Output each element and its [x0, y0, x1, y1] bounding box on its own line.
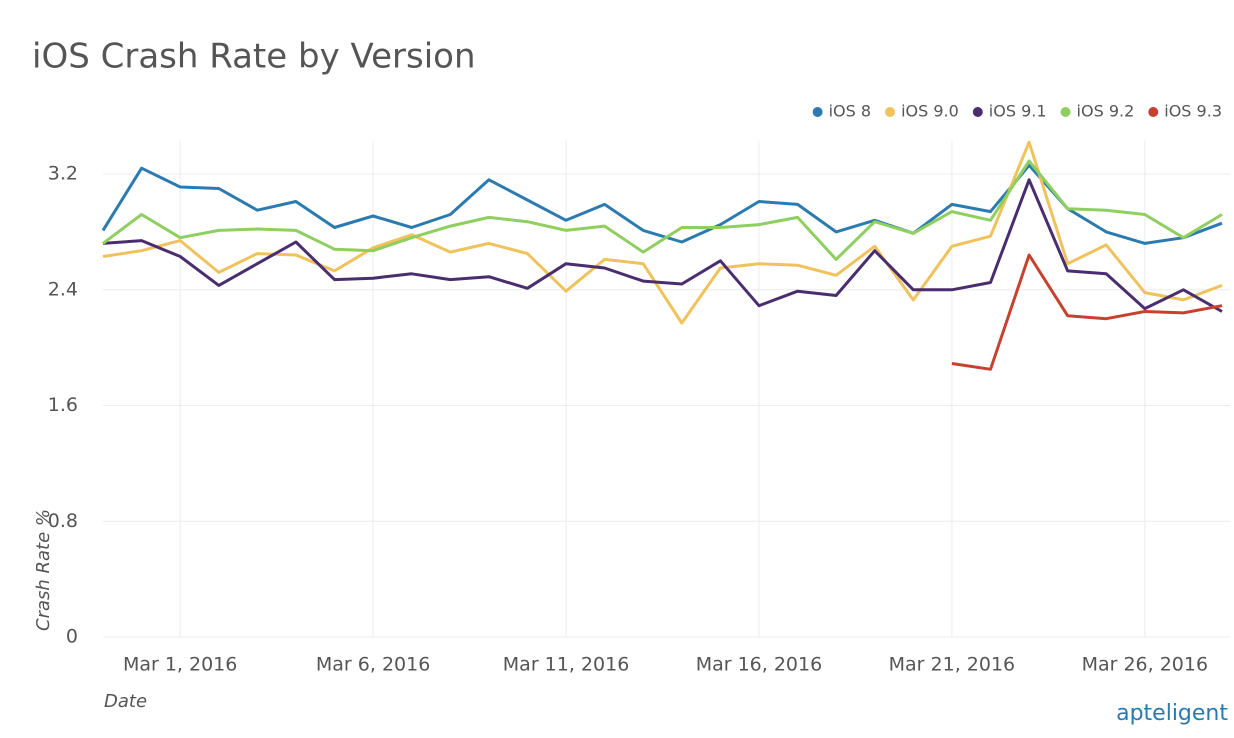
y-axis-label: Crash Rate % [33, 509, 54, 631]
y-tick-label: 3.2 [48, 163, 78, 185]
series-line [951, 253, 1223, 371]
brand-logo: apteligent [1116, 701, 1228, 726]
x-tick-label: Mar 6, 2016 [316, 654, 430, 676]
y-tick-label: 2.4 [48, 278, 78, 300]
legend-marker [1148, 107, 1159, 117]
x-tick-label: Mar 11, 2016 [503, 654, 630, 676]
legend-label: iOS 9.3 [1164, 102, 1222, 121]
legend-label: iOS 9.1 [989, 102, 1047, 121]
x-axis-label: Date [104, 691, 147, 712]
series-line [102, 140, 1223, 325]
legend-marker [885, 107, 896, 117]
y-tick-label: 1.6 [48, 394, 78, 416]
legend-marker [812, 107, 823, 117]
series-line [101, 163, 1223, 245]
x-tick-label: Mar 21, 2016 [889, 654, 1016, 676]
series-line [102, 178, 1223, 313]
chart-title: iOS Crash Rate by Version [32, 37, 476, 77]
legend-marker [1060, 107, 1071, 117]
x-tick-label: Mar 1, 2016 [123, 654, 237, 676]
legend-label: iOS 9.0 [901, 102, 959, 121]
x-tick-label: Mar 26, 2016 [1082, 654, 1209, 676]
legend-label: iOS 9.2 [1077, 102, 1135, 121]
series-line [102, 159, 1223, 261]
legend-label: iOS 8 [829, 102, 871, 121]
y-tick-label: 0.8 [48, 510, 78, 532]
legend-marker [972, 107, 983, 117]
x-tick-label: Mar 16, 2016 [696, 654, 823, 676]
y-tick-label: 0 [66, 626, 78, 648]
